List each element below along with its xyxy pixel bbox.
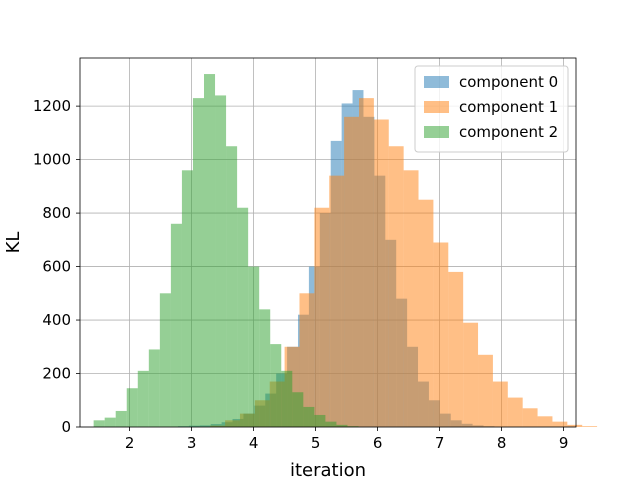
histogram-bars xyxy=(93,74,598,428)
histogram-bar-component-1 xyxy=(344,116,359,428)
histogram-bar-component-1 xyxy=(582,426,598,427)
histogram-bar-component-1 xyxy=(537,416,553,427)
histogram-bar-component-2 xyxy=(126,388,138,427)
y-tick-label: 1200 xyxy=(33,97,71,115)
histogram-bar-component-2 xyxy=(93,420,105,427)
histogram-bar-component-1 xyxy=(478,354,493,427)
legend-box xyxy=(414,65,569,153)
histogram-bar-component-1 xyxy=(314,207,330,427)
histogram-bar-component-2 xyxy=(237,207,249,427)
legend-swatch xyxy=(424,126,449,138)
histogram-bar-component-2 xyxy=(215,95,227,427)
histogram-bar-component-2 xyxy=(270,344,282,427)
histogram-bar-component-2 xyxy=(159,293,171,427)
histogram-bar-component-2 xyxy=(336,424,348,427)
y-axis-label: KL xyxy=(3,232,24,254)
histogram-bar-component-2 xyxy=(325,421,337,427)
y-tick-label: 1000 xyxy=(33,151,71,169)
histogram-bar-component-1 xyxy=(448,271,464,427)
legend-label: component 2 xyxy=(459,123,558,141)
y-tick-label: 0 xyxy=(61,418,71,436)
histogram-bar-component-2 xyxy=(170,223,182,427)
histogram-bar-component-2 xyxy=(281,370,293,427)
histogram-bar-component-2 xyxy=(192,98,204,427)
histogram-bar-component-2 xyxy=(259,309,271,427)
x-tick-label: 5 xyxy=(311,434,321,452)
y-tick-label: 600 xyxy=(42,258,71,276)
histogram-bar-component-2 xyxy=(204,74,216,427)
histogram-bar-component-1 xyxy=(522,408,538,427)
histogram-bar-component-2 xyxy=(226,146,238,427)
histogram-bar-component-1 xyxy=(552,421,568,427)
plot-frame xyxy=(79,57,577,428)
histogram-bar-component-2 xyxy=(292,392,304,427)
histogram-bar-component-1 xyxy=(388,146,404,427)
legend-swatch xyxy=(424,76,449,88)
histogram-bar-component-1 xyxy=(492,381,508,427)
legend-label: component 0 xyxy=(459,73,558,91)
histogram-bar-component-2 xyxy=(303,406,315,427)
x-tick-label: 8 xyxy=(497,434,507,452)
histogram-bar-component-2 xyxy=(181,170,193,427)
x-tick-label: 6 xyxy=(373,434,383,452)
x-tick-label: 4 xyxy=(249,434,259,452)
axis-ticks: 2 3 4 5 6 7 8 9 0 200 400 600 800 1000 1200 xyxy=(33,97,569,452)
histogram-bar-component-1 xyxy=(463,322,479,427)
histogram-bar-component-1 xyxy=(403,170,419,427)
x-tick-label: 2 xyxy=(125,434,135,452)
histogram-bar-component-1 xyxy=(507,397,523,427)
y-tick-label: 400 xyxy=(42,311,71,329)
histogram-bar-component-1 xyxy=(433,242,449,427)
x-tick-label: 3 xyxy=(187,434,197,452)
histogram-bar-component-1 xyxy=(359,98,374,427)
histogram-bar-component-2 xyxy=(104,417,116,427)
legend: component 0 component 1 component 2 xyxy=(414,65,569,153)
histogram-bar-component-1 xyxy=(329,175,345,427)
legend-swatch xyxy=(424,101,449,113)
histogram-bar-component-1 xyxy=(567,424,583,427)
x-tick-label: 7 xyxy=(435,434,445,452)
x-axis-label: iteration xyxy=(290,460,366,480)
histogram-bar-component-2 xyxy=(115,410,127,427)
histogram-bar-component-2 xyxy=(347,426,359,427)
y-tick-label: 200 xyxy=(42,365,71,383)
histogram-bar-component-1 xyxy=(373,119,389,427)
x-tick-label: 9 xyxy=(559,434,569,452)
histogram-bar-component-2 xyxy=(314,414,326,427)
histogram-bar-component-2 xyxy=(148,349,160,427)
histogram-bar-component-2 xyxy=(248,266,260,427)
legend-label: component 1 xyxy=(459,98,558,116)
histogram-bar-component-1 xyxy=(418,199,434,427)
y-tick-label: 800 xyxy=(42,204,71,222)
histogram-bar-component-2 xyxy=(137,370,149,427)
